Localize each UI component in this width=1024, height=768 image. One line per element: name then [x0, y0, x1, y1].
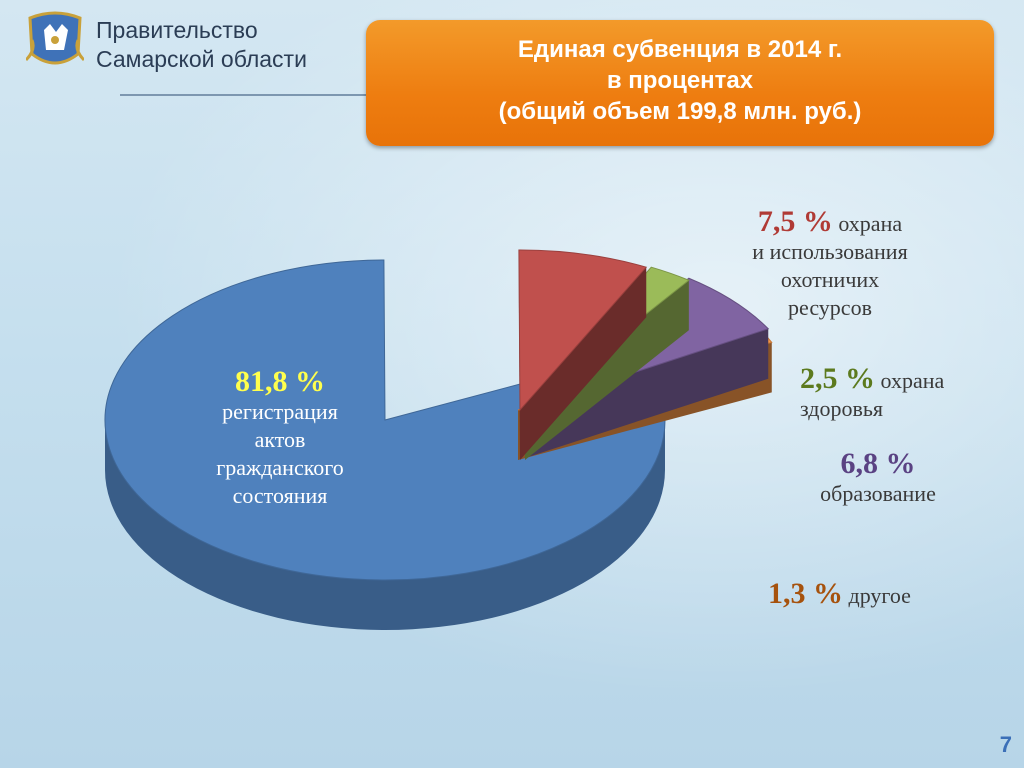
slice-text-2-1: здоровья [800, 396, 884, 421]
slice-value-1: 7,5 % [757, 205, 833, 238]
coat-of-arms-icon [26, 11, 84, 65]
slice-text-0-2: гражданского [216, 455, 344, 480]
slice-text-0-0: регистрация [222, 399, 338, 424]
slice-label-0: 81,8 % регистрация актов гражданского состоя… [205, 365, 355, 510]
slice-value-2: 2,5 % [800, 362, 875, 395]
slice-text-0-3: состояния [232, 483, 328, 508]
pie-slice-3-cut [525, 328, 769, 458]
title-line-3: (общий объем 199,8 млн. руб.) [498, 98, 862, 125]
title-line-1: Единая субвенция в 2014 г. [517, 36, 843, 63]
page-number: 7 [999, 732, 1012, 757]
pie-slice-1-cut [520, 267, 647, 460]
pie-slice-1 [518, 249, 648, 460]
slice-text-0-1: актов [254, 427, 306, 452]
organization-line-2: Самарской области [96, 46, 307, 72]
organization-line-1: Правительство [96, 17, 258, 43]
organization-name: Правительство Самарской области [96, 16, 307, 74]
pie-slice-2-cut [525, 280, 689, 460]
pie-slice-0-wall [105, 420, 665, 630]
header: Правительство Самарской области [0, 0, 1024, 96]
slice-text-1-2: охотничих [780, 267, 880, 292]
slice-label-1: 7,5 % охрана и использования охотничих ресу… [735, 205, 925, 322]
slice-label-2: 2,5 % охрана здоровья [800, 362, 1000, 423]
slice-value-4: 1,3 % [768, 577, 843, 610]
pie-slice-1-top [518, 249, 648, 412]
slice-text-1-3: ресурсов [788, 295, 872, 320]
slice-label-4: 1,3 % другое [768, 577, 968, 610]
pie-slice-0-top [104, 259, 666, 581]
slice-text-2-0: охрана [875, 368, 945, 393]
slice-text-4-0: другое [843, 583, 911, 608]
slice-text-3-0: образование [820, 481, 936, 506]
slice-value-3: 6,8 % [840, 447, 916, 480]
slice-text-1-1: и использования [752, 239, 908, 264]
slice-text-1-0: охрана [832, 211, 903, 236]
chart-title-box: Единая субвенция в 2014 г. в процентах (… [366, 20, 994, 146]
slice-value-0: 81,8 % [235, 365, 325, 398]
slice-label-3: 6,8 % образование [808, 447, 948, 508]
header-divider [120, 94, 370, 96]
title-line-2: в процентах [606, 67, 754, 94]
